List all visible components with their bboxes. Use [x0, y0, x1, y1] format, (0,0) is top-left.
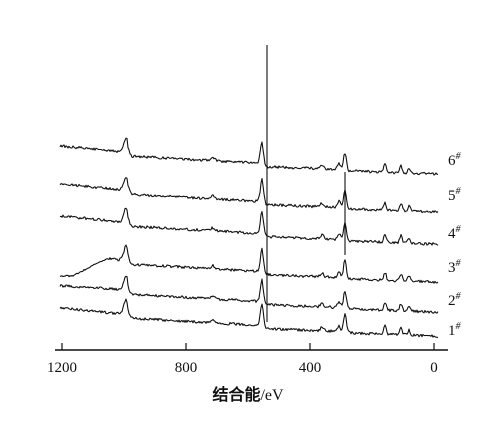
spectra-group	[59, 45, 439, 338]
spectrum-line-5	[59, 177, 439, 214]
series-label-1: 1#	[448, 321, 462, 339]
series-label-6: 6#	[448, 151, 462, 169]
x-tick-label-400: 400	[299, 360, 322, 376]
series-label-2: 2#	[448, 291, 462, 309]
x-tick-label-0: 0	[430, 360, 438, 376]
x-tick-label-1200: 1200	[47, 360, 77, 376]
x-axis-ticks: 1200 800 400 0	[47, 343, 438, 376]
series-label-3: 3#	[448, 258, 462, 276]
x-tick-label-800: 800	[175, 360, 198, 376]
series-label-4: 4#	[448, 224, 462, 242]
x-axis-label: 结合能/eV	[211, 385, 284, 404]
series-labels: 1# 2# 3# 4# 5# 6#	[448, 151, 462, 339]
series-label-5: 5#	[448, 186, 462, 204]
spectrum-line-3	[59, 244, 439, 284]
spectrum-line-2	[59, 275, 439, 314]
spectrum-line-6	[59, 137, 438, 176]
spectrum-line-4	[59, 207, 439, 246]
spectrum-line-1	[59, 298, 439, 338]
